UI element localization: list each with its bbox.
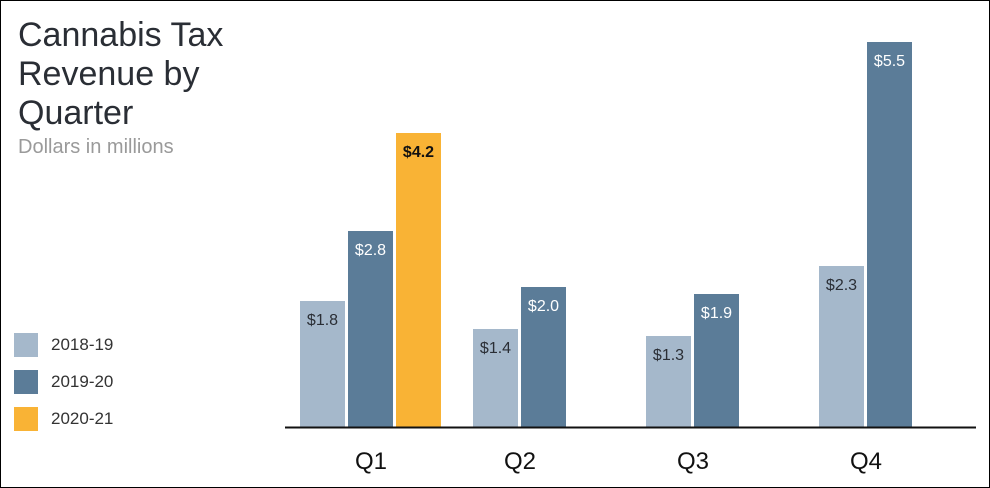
legend-swatch-2018-19 xyxy=(14,333,38,357)
legend-item-2020-21: 2020-21 xyxy=(14,406,113,432)
data-label-q3-2018-19: $1.3 xyxy=(653,347,684,364)
legend-label-2019-20: 2019-20 xyxy=(51,372,114,391)
data-label-q2-2018-19: $1.4 xyxy=(480,340,511,357)
bar-q3-2019-20 xyxy=(694,294,739,427)
legend-item-2019-20: 2019-20 xyxy=(14,369,113,395)
bar-q3-2018-19 xyxy=(646,336,691,427)
data-label-q1-2020-21: $4.2 xyxy=(403,144,434,161)
x-tick-label-q3: Q3 xyxy=(677,448,709,475)
bar-q1-2019-20 xyxy=(348,231,393,427)
legend-swatch-2019-20 xyxy=(14,370,38,394)
data-label-q3-2019-20: $1.9 xyxy=(701,305,732,322)
bar-q4-2019-20 xyxy=(867,42,912,427)
legend-label-2020-21: 2020-21 xyxy=(51,409,114,428)
x-tick-label-q2: Q2 xyxy=(504,448,536,475)
x-tick-label-q4: Q4 xyxy=(850,448,882,475)
bar-q1-2020-21 xyxy=(396,133,441,427)
data-label-q4-2018-19: $2.3 xyxy=(826,277,857,294)
legend-label-2018-19: 2018-19 xyxy=(51,335,114,354)
data-label-q1-2019-20: $2.8 xyxy=(355,242,386,259)
data-label-q2-2019-20: $2.0 xyxy=(528,298,559,315)
legend-item-2018-19: 2018-19 xyxy=(14,332,113,358)
data-label-q4-2019-20: $5.5 xyxy=(874,53,905,70)
chart-subtitle: Dollars in millions xyxy=(18,136,174,158)
legend: 2018-19 2019-20 2020-21 xyxy=(14,332,113,443)
chart-title: Cannabis Tax Revenue by Quarter xyxy=(18,16,224,132)
bar-q1-2018-19 xyxy=(300,301,345,427)
data-label-q1-2018-19: $1.8 xyxy=(307,312,338,329)
legend-swatch-2020-21 xyxy=(14,407,38,431)
bar-q2-2018-19 xyxy=(473,329,518,427)
bar-q2-2019-20 xyxy=(521,287,566,427)
bar-q4-2018-19 xyxy=(819,266,864,427)
x-tick-label-q1: Q1 xyxy=(355,448,387,475)
